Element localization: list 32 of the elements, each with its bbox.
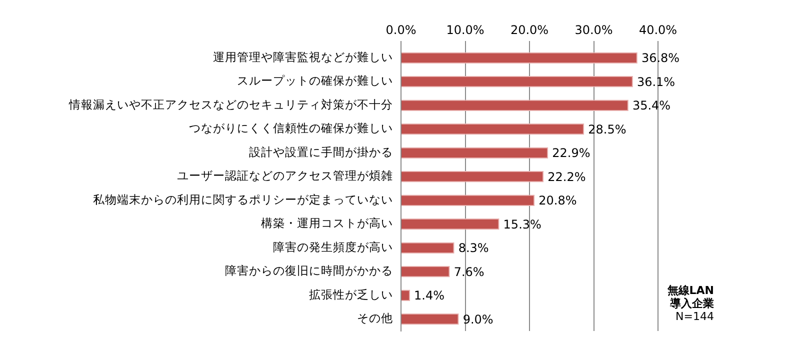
data-label: 36.1%	[636, 74, 676, 89]
y-tick-label: 設計や設置に手間が掛かる	[249, 144, 393, 159]
data-label: 15.3%	[503, 217, 542, 232]
x-tick-label: 30.0%	[574, 22, 613, 37]
y-tick-label: 障害の発生頻度が高い	[273, 240, 393, 254]
y-tick-label: 情報漏えいや不正アクセスなどのセキュリティ対策が不十分	[68, 97, 393, 112]
text: 無線LAN	[667, 284, 714, 297]
x-tick-label: 10.0%	[446, 22, 484, 37]
x-tick-label: 0.0%	[386, 22, 416, 37]
x-tick-label: 40.0%	[638, 22, 678, 37]
y-tick-label: その他	[357, 311, 393, 326]
data-label: 7.6%	[454, 264, 484, 279]
text: 導入企業	[669, 297, 714, 310]
data-label: 35.4%	[632, 98, 671, 112]
y-tick-label: 構築・運用コストが高い	[261, 216, 393, 230]
y-tick-label: 障害からの復旧に時間がかかる	[225, 264, 393, 278]
y-tick-label: スループットの確保が難しい	[237, 74, 393, 88]
data-label: 22.2%	[548, 170, 586, 184]
data-label: 28.5%	[588, 122, 626, 136]
data-label: 8.3%	[458, 241, 489, 255]
text: N=144	[674, 310, 714, 323]
data-label: 9.0%	[462, 312, 494, 326]
data-label: 36.8%	[641, 51, 680, 65]
y-tick-label: 運用管理や障害監視などが難しい	[213, 50, 393, 64]
data-label: 1.4%	[414, 288, 444, 302]
y-tick-label: つながりにくく信頼性の確保が難しい	[189, 121, 393, 136]
y-tick-label: ユーザー認証などのアクセス管理が煩雑	[177, 168, 393, 183]
data-label: 22.9%	[552, 146, 590, 160]
y-tick-label: 私物端末からの利用に関するポリシーが定まっていない	[93, 192, 393, 206]
x-tick-label: 20.0%	[510, 22, 549, 37]
y-tick-label: 拡張性が乏しい	[309, 287, 393, 302]
data-label: 20.8%	[538, 194, 577, 208]
